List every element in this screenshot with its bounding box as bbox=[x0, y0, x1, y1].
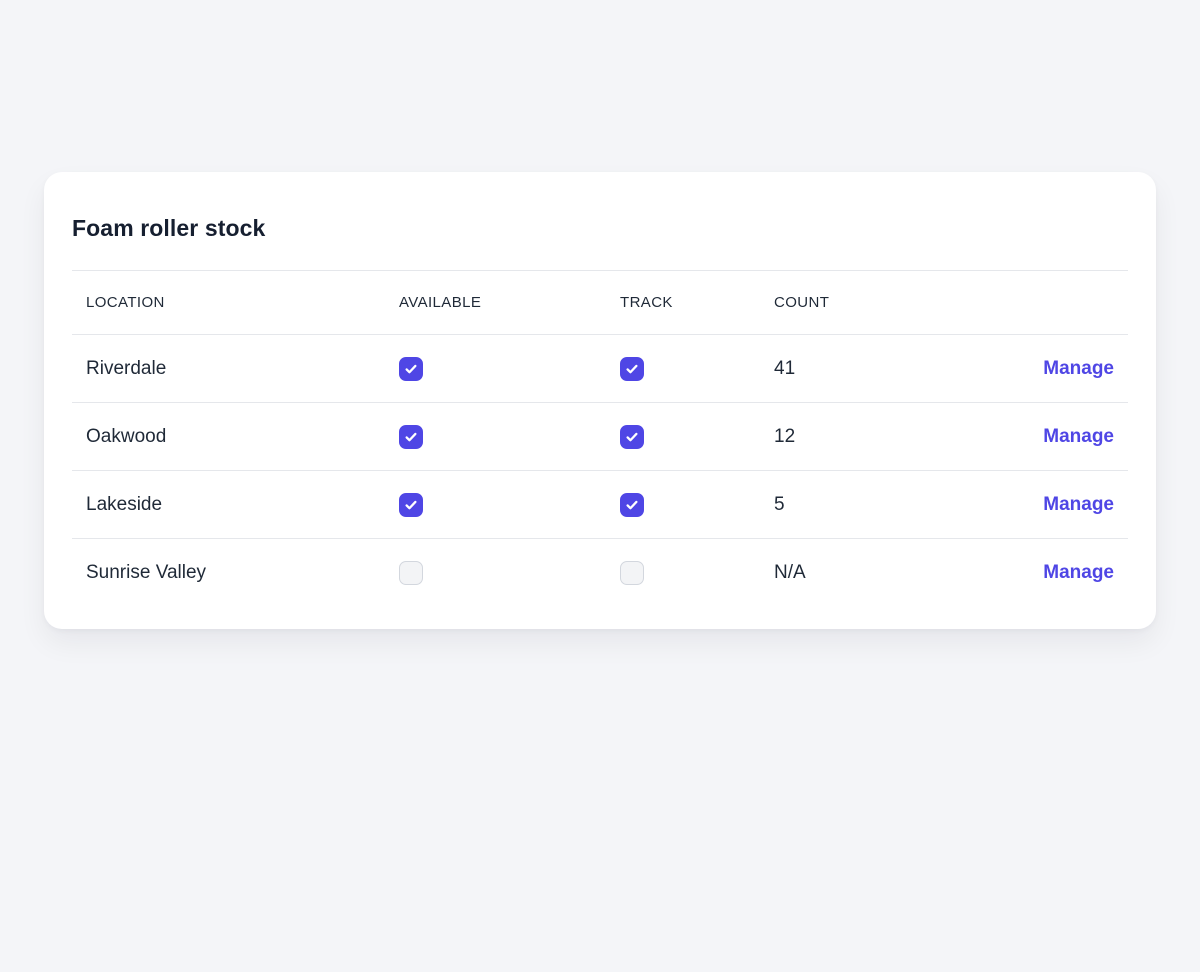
checkmark-icon bbox=[405, 432, 417, 441]
stock-table: LOCATION AVAILABLE TRACK COUNT Riverdale bbox=[72, 270, 1128, 607]
manage-link[interactable]: Manage bbox=[1043, 425, 1114, 447]
manage-link[interactable]: Manage bbox=[1043, 357, 1114, 379]
track-checkbox[interactable] bbox=[620, 356, 644, 381]
manage-link[interactable]: Manage bbox=[1043, 561, 1114, 583]
location-cell: Sunrise Valley bbox=[86, 561, 207, 583]
count-cell: 12 bbox=[760, 402, 928, 471]
available-checkbox[interactable] bbox=[399, 492, 423, 517]
stock-card: Foam roller stock LOCATION AVAILABLE TRA… bbox=[44, 172, 1156, 629]
column-header-count: COUNT bbox=[760, 270, 928, 335]
checkmark-icon bbox=[626, 364, 638, 373]
track-checkbox[interactable] bbox=[620, 492, 644, 517]
column-header-available: AVAILABLE bbox=[385, 270, 606, 335]
card-title: Foam roller stock bbox=[72, 215, 266, 241]
checkmark-icon bbox=[626, 500, 638, 509]
count-cell: 5 bbox=[760, 470, 928, 539]
column-header-action bbox=[928, 270, 1128, 335]
location-cell: Oakwood bbox=[72, 402, 385, 471]
checkmark-icon bbox=[626, 432, 638, 441]
manage-link[interactable]: Manage bbox=[1043, 493, 1114, 515]
table-row: Riverdale 41 Manage bbox=[72, 334, 1128, 403]
table-row: Oakwood 12 Manage bbox=[72, 402, 1128, 471]
available-checkbox[interactable] bbox=[399, 424, 423, 449]
available-checkbox[interactable] bbox=[399, 560, 423, 585]
table-row: Lakeside 5 Manage bbox=[72, 470, 1128, 539]
available-checkbox[interactable] bbox=[399, 356, 423, 381]
track-checkbox[interactable] bbox=[620, 560, 644, 585]
track-checkbox[interactable] bbox=[620, 424, 644, 449]
checkmark-icon bbox=[405, 500, 417, 509]
checkmark-icon bbox=[405, 364, 417, 373]
location-cell: Riverdale bbox=[72, 334, 385, 403]
count-cell: 41 bbox=[760, 334, 928, 403]
count-cell: N/A bbox=[774, 561, 806, 583]
table-row: Sunrise Valley N/A Manage bbox=[72, 539, 1128, 607]
location-cell: Lakeside bbox=[72, 470, 385, 539]
column-header-location: LOCATION bbox=[72, 270, 385, 335]
column-header-track: TRACK bbox=[606, 270, 760, 335]
table-header-row: LOCATION AVAILABLE TRACK COUNT bbox=[72, 270, 1128, 335]
